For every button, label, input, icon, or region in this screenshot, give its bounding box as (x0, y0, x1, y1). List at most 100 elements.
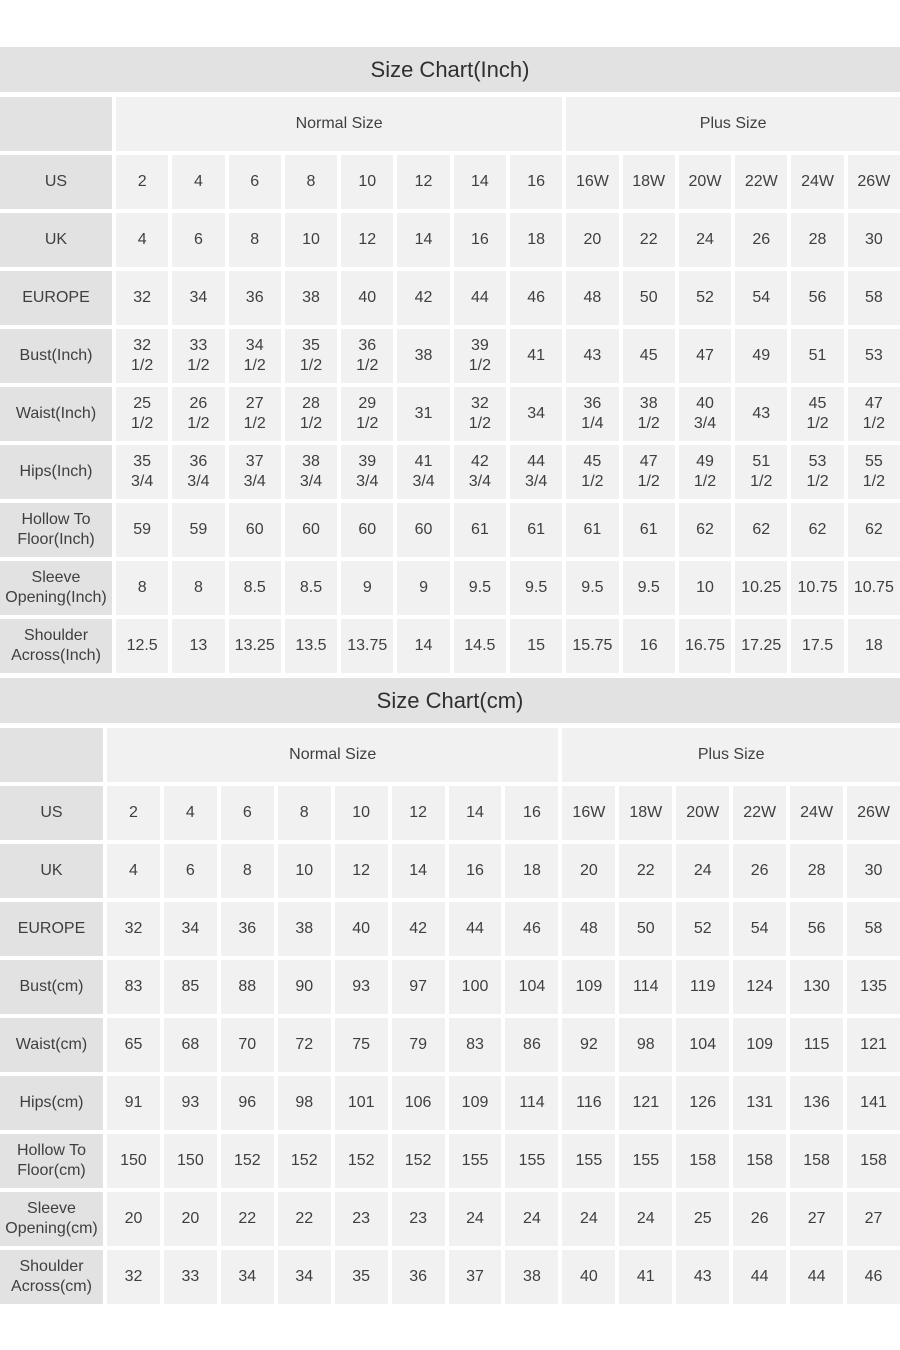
value-cell: 34 (220, 1250, 274, 1304)
value-cell: 10 (334, 786, 388, 840)
value-cell: 62 (847, 503, 900, 557)
value-cell: 9.5 (566, 561, 619, 615)
value-cell: 155 (562, 1134, 616, 1188)
row-label-cell: Bust(cm) (0, 960, 103, 1014)
value-cell: 158 (847, 1134, 900, 1188)
value-cell: 12 (334, 844, 388, 898)
row-label-cell: US (0, 786, 103, 840)
value-cell: 116 (562, 1076, 616, 1130)
value-cell: 51 (791, 329, 844, 383)
value-cell: 60 (284, 503, 338, 557)
value-cell: 45 1/2 (566, 445, 619, 499)
row-label-cell: Sleeve Opening(cm) (0, 1192, 103, 1246)
value-cell: 155 (448, 1134, 502, 1188)
value-cell: 40 (562, 1250, 616, 1304)
value-cell: 17.5 (791, 619, 844, 673)
value-cell: 9.5 (622, 561, 675, 615)
value-cell: 44 (790, 1250, 844, 1304)
value-cell: 91 (107, 1076, 160, 1130)
value-cell: 22W (735, 155, 788, 209)
value-cell: 22W (733, 786, 787, 840)
value-cell: 34 (163, 902, 217, 956)
value-cell: 93 (334, 960, 388, 1014)
value-cell: 101 (334, 1076, 388, 1130)
value-cell: 20W (678, 155, 732, 209)
value-cell: 152 (220, 1134, 274, 1188)
value-cell: 45 1/2 (791, 387, 844, 441)
value-cell: 114 (505, 1076, 559, 1130)
value-cell: 48 (566, 271, 619, 325)
value-cell: 43 (735, 387, 788, 441)
value-cell: 20 (562, 844, 616, 898)
value-cell: 131 (733, 1076, 787, 1130)
value-cell: 28 (791, 213, 844, 267)
value-cell: 28 1/2 (284, 387, 338, 441)
row-label-cell: Waist(cm) (0, 1018, 103, 1072)
value-cell: 14 (453, 155, 506, 209)
value-cell: 34 (172, 271, 225, 325)
value-cell: 20 (163, 1192, 217, 1246)
row-label-cell: Hips(Inch) (0, 445, 112, 499)
value-cell: 60 (397, 503, 450, 557)
value-cell: 114 (619, 960, 673, 1014)
value-cell: 26 (733, 844, 787, 898)
column-group-header: Plus Size (562, 728, 900, 782)
value-cell: 51 1/2 (735, 445, 788, 499)
value-cell: 8 (116, 561, 169, 615)
value-cell: 4 (172, 155, 225, 209)
value-cell: 15.75 (566, 619, 619, 673)
value-cell: 35 (334, 1250, 388, 1304)
value-cell: 16 (622, 619, 675, 673)
value-cell: 34 1/2 (228, 329, 281, 383)
value-cell: 2 (107, 786, 160, 840)
value-cell: 8 (228, 213, 281, 267)
value-cell: 26 1/2 (172, 387, 225, 441)
value-cell: 22 (277, 1192, 331, 1246)
value-cell: 152 (334, 1134, 388, 1188)
size-chart-page: Size Chart(Inch) Normal Size Plus Size US 2… (0, 47, 900, 1304)
value-cell: 62 (735, 503, 788, 557)
value-cell: 38 1/2 (622, 387, 675, 441)
value-cell: 30 (847, 844, 900, 898)
value-cell: 130 (790, 960, 844, 1014)
value-cell: 10.25 (735, 561, 788, 615)
value-cell: 98 (277, 1076, 331, 1130)
row-label-cell: Hips(cm) (0, 1076, 103, 1130)
value-cell: 56 (790, 902, 844, 956)
value-cell: 60 (341, 503, 394, 557)
value-cell: 119 (676, 960, 730, 1014)
value-cell: 155 (505, 1134, 559, 1188)
value-cell: 38 (277, 902, 331, 956)
column-group-header: Normal Size (116, 97, 563, 151)
row-label-cell: Sleeve Opening(Inch) (0, 561, 112, 615)
value-cell: 26 (735, 213, 788, 267)
value-cell: 41 (619, 1250, 673, 1304)
value-cell: 6 (163, 844, 217, 898)
value-cell: 124 (733, 960, 787, 1014)
value-cell: 14 (391, 844, 445, 898)
value-cell: 32 1/2 (453, 387, 506, 441)
size-chart-cm-table: Normal Size Plus Size US 2 4 6 8 10 12 14 16 16W 18W… (0, 728, 900, 1304)
value-cell: 158 (790, 1134, 844, 1188)
value-cell: 98 (619, 1018, 673, 1072)
value-cell: 31 (397, 387, 450, 441)
value-cell: 22 (220, 1192, 274, 1246)
value-cell: 68 (163, 1018, 217, 1072)
value-cell: 36 (391, 1250, 445, 1304)
value-cell: 152 (391, 1134, 445, 1188)
value-cell: 39 3/4 (341, 445, 394, 499)
row-label-cell: Shoulder Across(Inch) (0, 619, 112, 673)
value-cell: 18 (847, 619, 900, 673)
value-cell: 8 (220, 844, 274, 898)
value-cell: 8 (172, 561, 225, 615)
row-label-cell: UK (0, 844, 103, 898)
value-cell: 24W (791, 155, 844, 209)
value-cell: 33 (163, 1250, 217, 1304)
value-cell: 13.25 (228, 619, 281, 673)
value-cell: 24 (448, 1192, 502, 1246)
value-cell: 104 (676, 1018, 730, 1072)
value-cell: 121 (619, 1076, 673, 1130)
value-cell: 41 (509, 329, 563, 383)
value-cell: 36 (220, 902, 274, 956)
value-cell: 48 (562, 902, 616, 956)
